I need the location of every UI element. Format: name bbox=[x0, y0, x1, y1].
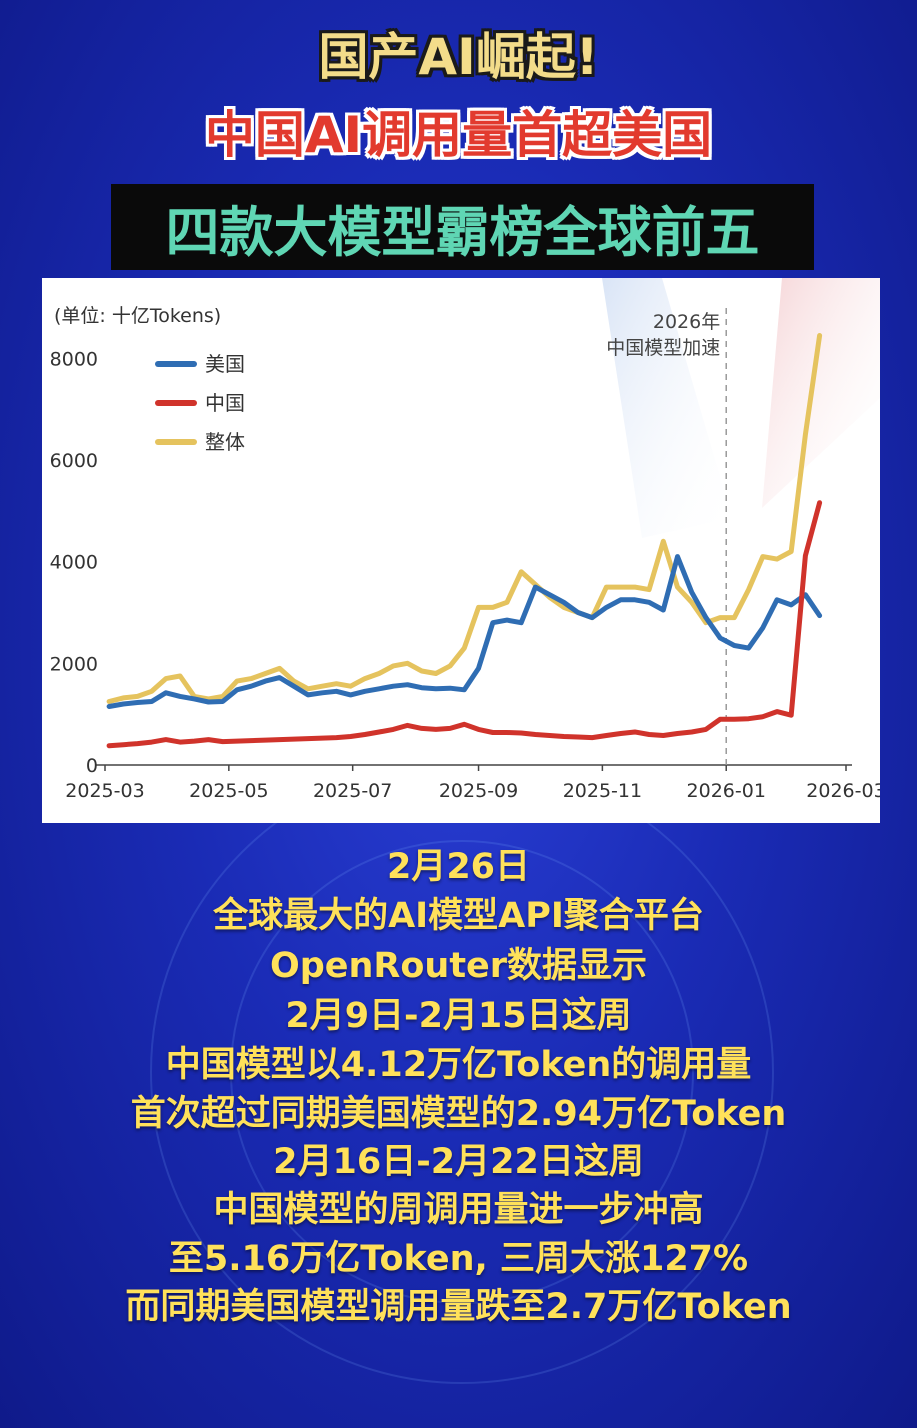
body-text-line: OpenRouter数据显示 bbox=[269, 946, 648, 986]
y-tick-label: 8000 bbox=[50, 348, 98, 370]
background-ring bbox=[230, 840, 694, 1304]
headline-line3-box: 四款大模型霸榜全球前五 bbox=[111, 184, 814, 270]
headline-line3: 四款大模型霸榜全球前五 bbox=[165, 200, 760, 264]
body-text-line: 中国模型的周调用量进一步冲高 bbox=[213, 1190, 704, 1230]
body-text-line: 至5.16万亿Token, 三周大涨127% bbox=[168, 1239, 749, 1279]
decor-stripe-red bbox=[762, 278, 880, 508]
annotation-label: 2026年 bbox=[653, 311, 720, 333]
x-tick-label: 2026-03 bbox=[806, 780, 880, 802]
x-tick-label: 2026-01 bbox=[687, 780, 766, 802]
x-tick-label: 2025-09 bbox=[439, 780, 518, 802]
y-tick-label: 0 bbox=[86, 755, 98, 777]
body-text-line: 中国模型以4.12万亿Token的调用量 bbox=[165, 1045, 752, 1085]
x-tick-label: 2025-07 bbox=[313, 780, 392, 802]
chart-card: (单位: 十亿Tokens) 0 2000 4000 6000 8000 2025-03 20… bbox=[42, 278, 880, 823]
legend-label: 美国 bbox=[205, 352, 245, 376]
body-text-line: 2月9日-2月15日这周 bbox=[285, 996, 632, 1036]
series-line-china bbox=[106, 500, 823, 749]
series-line-overall bbox=[106, 333, 823, 704]
legend-label: 整体 bbox=[205, 430, 245, 454]
line-chart: (单位: 十亿Tokens) 0 2000 4000 6000 8000 2025-03 20… bbox=[50, 278, 880, 802]
annotation-label: 中国模型加速 bbox=[606, 337, 720, 359]
headline-line1: 国产AI崛起! bbox=[318, 28, 599, 86]
body-text-line: 2月26日 bbox=[386, 847, 531, 887]
headline-line2: 中国AI调用量首超美国 bbox=[204, 106, 713, 164]
y-tick-label: 4000 bbox=[50, 552, 98, 574]
x-tick-label: 2025-05 bbox=[189, 780, 268, 802]
unit-label: (单位: 十亿Tokens) bbox=[54, 305, 221, 327]
body-text-line: 首次超过同期美国模型的2.94万亿Token bbox=[130, 1094, 787, 1134]
series-line-us bbox=[106, 554, 823, 709]
body-text-line: 而同期美国模型调用量跌至2.7万亿Token bbox=[125, 1287, 792, 1327]
body-text-line: 全球最大的AI模型API聚合平台 bbox=[213, 896, 704, 936]
x-tick-label: 2025-03 bbox=[65, 780, 144, 802]
decor-stripe-blue bbox=[602, 278, 732, 538]
x-tick-label: 2025-11 bbox=[563, 780, 642, 802]
body-text-line: 2月16日-2月22日这周 bbox=[273, 1142, 644, 1182]
legend-label: 中国 bbox=[205, 391, 245, 415]
y-tick-label: 2000 bbox=[50, 653, 98, 675]
y-tick-label: 6000 bbox=[50, 450, 98, 472]
